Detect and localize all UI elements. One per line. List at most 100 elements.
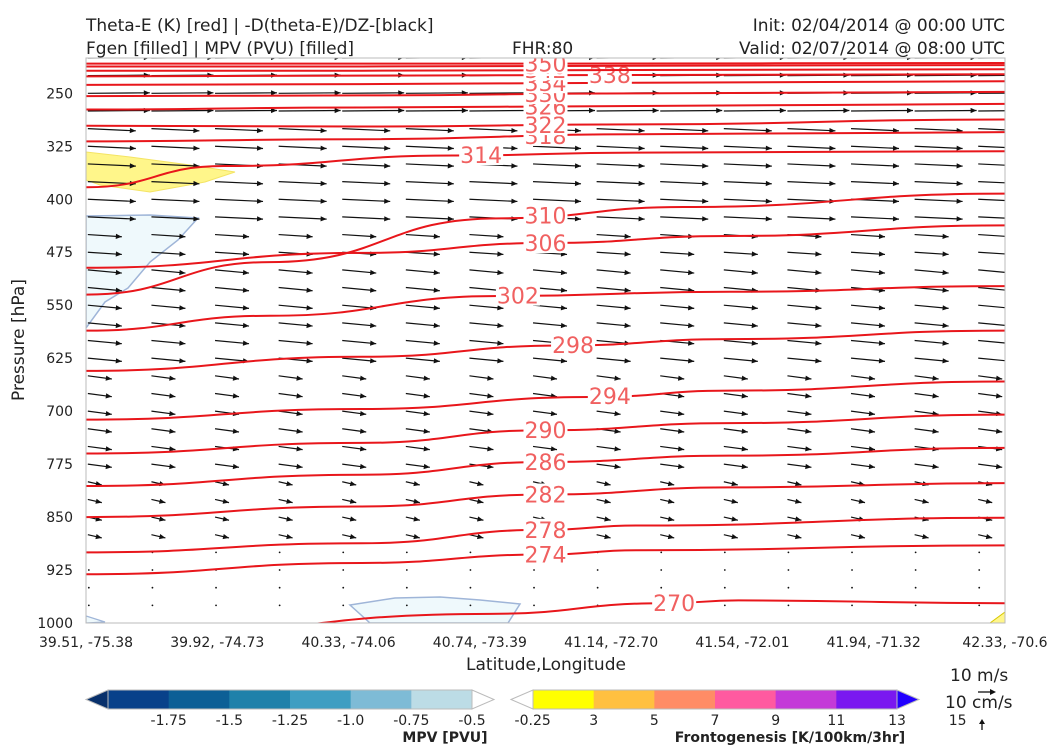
wind-vector-head xyxy=(256,216,264,222)
fgen-colorbar-label: Frontogenesis [K/100km/3hr] xyxy=(675,730,905,746)
wind-vector xyxy=(723,109,786,112)
wind-vector-head xyxy=(159,516,166,522)
wind-vector-dot xyxy=(787,586,790,589)
wind-vector-head xyxy=(193,127,200,134)
wind-vector-head xyxy=(169,410,176,417)
contour-label-bg xyxy=(551,334,596,356)
wind-vector-head xyxy=(1006,323,1012,328)
wind-vector-head xyxy=(932,463,939,470)
colorbar-segment xyxy=(108,690,170,709)
wind-vector xyxy=(151,128,200,132)
wind-vector xyxy=(978,286,1005,291)
wind-vector xyxy=(596,216,645,220)
x-tick-label: 40.33, -74.06 xyxy=(302,635,396,651)
wind-vector-head xyxy=(716,58,722,61)
wind-vector xyxy=(342,198,391,203)
wind-vector xyxy=(533,180,582,185)
wind-vector-head xyxy=(604,481,611,487)
wind-vector xyxy=(215,198,264,203)
wind-vector-head xyxy=(413,498,420,504)
wind-vector-head xyxy=(271,90,278,96)
wind-vector-head xyxy=(359,393,367,399)
wind-vector-head xyxy=(242,269,250,276)
wind-vector-head xyxy=(193,198,200,204)
wind-vector xyxy=(215,216,264,220)
wind-vector xyxy=(342,163,391,167)
wind-vector-head xyxy=(115,251,122,257)
wind-vector-head xyxy=(242,287,250,293)
wind-vector-head xyxy=(497,340,504,346)
wind-vector-head xyxy=(829,145,836,151)
colorbar-tick-label: 9 xyxy=(771,713,780,729)
wind-vector-dot xyxy=(533,604,535,607)
y-axis-label: Pressure [hPa] xyxy=(9,279,29,401)
wind-vector-dot xyxy=(151,586,154,589)
wind-vector-head xyxy=(1034,90,1040,95)
wind-vector xyxy=(596,145,645,150)
wind-vector-head xyxy=(716,107,723,114)
colorbar-arrow-right xyxy=(896,689,921,710)
mpv-fill-region-upper-left xyxy=(86,214,200,330)
wind-vector-head xyxy=(667,516,675,522)
contour-label-310: 310 xyxy=(525,204,567,229)
wind-vector-head xyxy=(487,463,494,470)
wind-vector xyxy=(723,198,772,203)
wind-vector-head xyxy=(306,358,313,364)
wind-vector-head xyxy=(423,463,430,470)
colorbar-tick-label: -0.75 xyxy=(393,713,429,729)
wind-vector xyxy=(405,128,454,132)
colorbar-tick-label: 5 xyxy=(650,713,659,729)
wind-vector-head xyxy=(1020,128,1026,133)
wind-vector-head xyxy=(222,516,230,522)
wind-vector-head xyxy=(349,481,357,487)
wind-vector-head xyxy=(433,233,440,239)
wind-vector-head xyxy=(868,375,876,381)
wind-vector-head xyxy=(932,428,939,434)
wind-vector xyxy=(660,109,723,112)
wind-vector-head xyxy=(497,358,504,364)
wind-vector-head xyxy=(922,498,929,504)
contour-label-274: 274 xyxy=(525,543,567,568)
wind-vector-head xyxy=(805,393,812,399)
wind-vector-head xyxy=(129,163,136,169)
mpv-colorbar-label: MPV [PVU] xyxy=(402,730,487,746)
wind-vector-head xyxy=(677,393,685,399)
colorbar-tick-label: 3 xyxy=(589,713,598,729)
wind-vector xyxy=(723,163,772,167)
wind-vector-head xyxy=(334,90,341,96)
wind-vector-head xyxy=(398,58,404,61)
wind-vector xyxy=(596,163,645,167)
wind-vector-head xyxy=(638,127,645,134)
wind-vector-head xyxy=(179,322,186,329)
wind-vector-dot xyxy=(405,551,408,554)
wind-vector xyxy=(787,216,836,220)
wind-vector-head xyxy=(306,287,313,293)
wind-vector-head xyxy=(193,180,200,187)
contour-label-350: 350 xyxy=(525,53,567,78)
wind-vector-dot xyxy=(851,569,853,571)
contour-label-bg xyxy=(523,483,568,505)
wind-vector-head xyxy=(413,481,420,487)
wind-vector-head xyxy=(159,498,166,504)
wind-vector-dot xyxy=(342,551,345,554)
y-tick-label: 925 xyxy=(46,563,73,579)
y-tick-label: 325 xyxy=(46,139,73,155)
wind-vector xyxy=(215,145,264,150)
wind-vector xyxy=(405,198,454,203)
wind-vector-head xyxy=(805,410,812,417)
wind-vector-head xyxy=(320,127,327,134)
wind-vector-head xyxy=(624,287,631,293)
wind-vector xyxy=(850,163,900,167)
wind-vector-head xyxy=(741,446,748,452)
wind-vector-head xyxy=(242,340,250,346)
theta-e-contour-294 xyxy=(86,380,1005,421)
mpv-fill-region-lower-center xyxy=(348,596,522,623)
wind-vector xyxy=(914,109,977,112)
wind-vector-head xyxy=(349,498,357,504)
wind-vector-head xyxy=(1006,234,1012,239)
wind-vector-head xyxy=(242,233,250,239)
wind-vector-head xyxy=(985,498,993,504)
wind-vector-head xyxy=(560,322,568,329)
wind-vector-head xyxy=(256,198,264,204)
wind-vector-head xyxy=(638,145,645,151)
